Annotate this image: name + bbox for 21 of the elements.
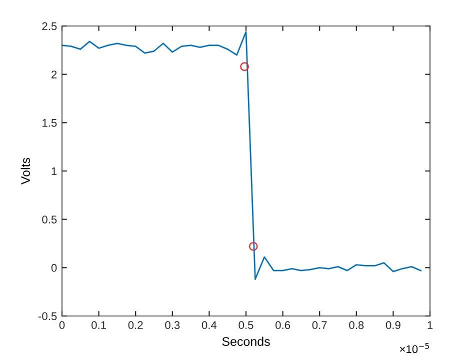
x-axis-title: Seconds (222, 336, 270, 346)
x-tick-label: 0.4 (202, 321, 217, 330)
y-tick-label: -0.5 (38, 312, 57, 320)
x-tick-label: 0.8 (349, 321, 364, 330)
y-tick-label: 1.5 (42, 119, 57, 127)
x-tick-label: 1 (428, 321, 433, 329)
y-axis-title: Volts (20, 158, 30, 184)
x-tick-label: 0.3 (165, 321, 180, 330)
x-tick-label: 0 (59, 321, 65, 330)
y-tick-label: 0.5 (42, 216, 57, 224)
x-tick-label: 0.7 (312, 321, 327, 330)
y-tick-label: 2.5 (42, 22, 57, 30)
y-tick-label: 0 (51, 264, 57, 272)
x-tick-label: 0.6 (276, 321, 290, 330)
x-tick-label: 0.5 (238, 321, 254, 330)
x-tick-label: 0.1 (92, 321, 106, 330)
x-tick-label: 0.2 (128, 321, 143, 330)
y-tick-label: 1 (52, 167, 57, 176)
y-tick-label: 2 (52, 70, 57, 78)
text: ×10$^{−5}$ (400, 343, 429, 354)
x-tick-label: 0.9 (386, 321, 400, 330)
